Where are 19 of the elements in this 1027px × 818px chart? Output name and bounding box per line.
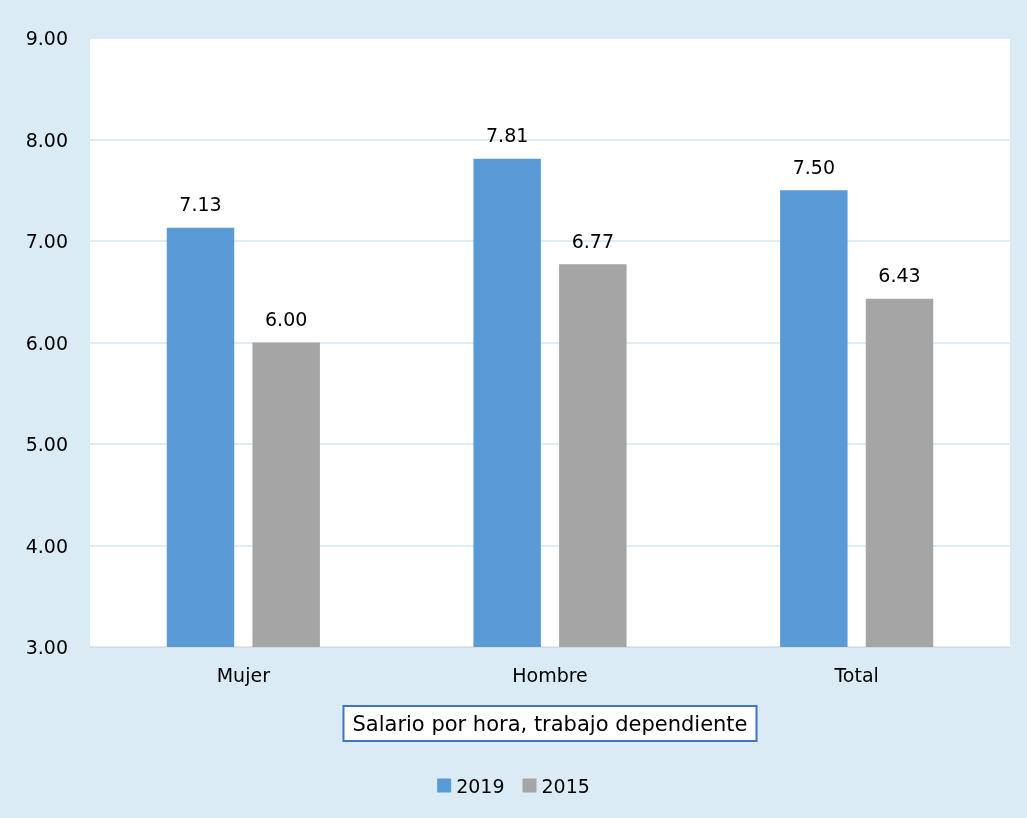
legend-label: 2015 (541, 774, 590, 797)
y-tick-label: 5.00 (25, 433, 68, 455)
data-label: 6.43 (878, 264, 921, 287)
data-label: 7.13 (179, 193, 222, 216)
y-tick-label: 6.00 (25, 331, 68, 354)
data-label: 7.50 (792, 155, 835, 178)
data-label: 6.00 (265, 308, 308, 330)
data-label: 7.81 (486, 124, 529, 147)
x-tick-label: Hombre (512, 663, 588, 686)
x-axis-title: Salario por hora, trabajo dependiente (352, 711, 748, 736)
y-tick-label: 7.00 (25, 230, 68, 252)
y-tick-label: 8.00 (25, 128, 68, 151)
y-tick-label: 9.00 (25, 27, 68, 49)
legend-label: 2019 (456, 774, 505, 797)
x-tick-label: Mujer (216, 663, 271, 686)
y-tick-label: 4.00 (25, 534, 68, 557)
y-tick-label: 3.00 (25, 636, 68, 658)
data-label: 6.77 (571, 229, 614, 252)
x-tick-label: Total (833, 663, 879, 686)
